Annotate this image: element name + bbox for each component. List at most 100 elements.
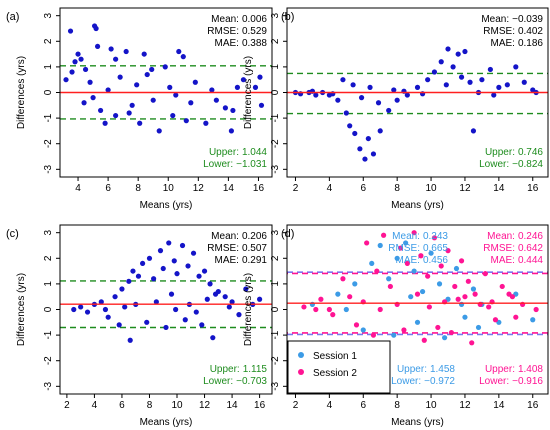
data-point [492,317,499,323]
data-point [105,87,111,93]
stat-line-session-2-label: Mean: [487,231,515,242]
data-point [428,250,434,256]
data-point [470,128,477,134]
panel-label: (c) [6,228,19,240]
data-point [513,64,519,70]
data-point [87,79,93,85]
stat-line-label: RMSE: [483,26,515,37]
data-point [75,51,81,57]
data-point [81,100,87,106]
data-point [258,102,265,108]
limit-label: Upper: 1.044 [209,147,267,158]
stat-line: RMSE: 0.402 [483,26,543,37]
legend-label: Session 2 [313,368,357,379]
data-point [82,66,89,73]
data-point [108,46,114,52]
data-point [391,332,397,338]
data-point [367,84,373,90]
data-point [426,304,432,310]
data-point [455,296,461,302]
data-point [229,299,235,305]
data-point [236,312,242,318]
data-point [370,151,377,157]
y-tick-label: 3 [270,229,281,235]
limit-label: Lower: −0.703 [203,376,267,387]
x-axis-title: Means (yrs) [391,200,444,211]
plot-area [287,46,548,162]
data-point [442,335,448,341]
y-tick-label: 3 [270,12,281,18]
data-point [163,324,169,331]
y-tick-label: 1 [270,281,281,287]
y-tick-label: -1 [43,113,54,122]
stat-line-session-1: RMSE: 0.665 [388,243,448,254]
stat-line-value: 0.388 [242,38,267,49]
stat-line-label: Mean: [481,14,509,25]
data-point [353,322,360,328]
x-tick-label: 6 [360,183,366,194]
data-point [462,294,468,300]
stat-line-session-2-value: 0.642 [518,243,543,254]
stat-line-session-2: RMSE: 0.642 [483,243,543,254]
limit-label-session-1-label: Lower: [391,376,421,387]
plot-area [287,230,548,354]
x-tick-label: 14 [227,400,239,411]
limit-label-value: 0.746 [518,147,543,158]
plot-area [60,23,272,134]
data-point [482,271,488,277]
x-tick-label: 16 [253,183,265,194]
y-tick-label: 1 [270,64,281,70]
x-tick-label: 12 [459,400,471,411]
data-point [185,263,191,269]
data-point [506,291,512,297]
data-point [168,291,175,297]
x-tick-label: 4 [75,183,81,194]
data-point [226,304,232,310]
data-point [347,123,353,129]
stat-line-label: Mean: [211,231,239,242]
y-tick-label: -2 [270,139,281,148]
data-point [209,87,215,93]
data-point [203,120,209,126]
data-point [176,48,182,55]
data-point [421,337,427,343]
data-point [190,250,197,256]
y-tick-label: -2 [43,139,54,148]
limit-label-value: −0.703 [236,376,267,387]
data-point [377,306,383,313]
data-point [462,48,468,55]
data-point [470,286,477,292]
x-axis-title: Means (yrs) [140,200,193,211]
limit-label: Upper: 0.746 [485,147,543,158]
panel-label: (a) [6,11,19,23]
data-point [179,242,186,249]
data-point [257,74,263,80]
data-point [134,82,140,88]
panel-d: (d)Differences (yrs)Means (yrs)-3-2-1012… [243,224,549,428]
plot-frame [286,7,549,178]
y-tick-label: 1 [43,281,54,287]
data-point [212,291,219,297]
x-tick-label: 8 [147,400,153,411]
data-point [475,324,482,331]
data-point [533,306,539,313]
data-point [404,260,410,267]
data-point [340,276,346,282]
data-point [435,324,441,331]
limit-label-label: Upper: [485,147,515,158]
data-point [403,240,409,246]
data-point [130,268,136,274]
data-point [335,97,341,103]
data-point [126,278,132,284]
data-point [174,271,180,277]
x-tick-label: 6 [105,183,111,194]
stat-line-session-1-label: Mean: [392,231,420,242]
limit-label-value: −0.824 [512,159,543,170]
stat-line-value: 0.291 [242,255,267,266]
x-tick-label: 14 [493,183,505,194]
data-point [167,84,173,90]
x-tick-label: 6 [119,400,125,411]
data-point [105,314,111,320]
stat-line-session-2: Mean: 0.246 [487,231,543,242]
